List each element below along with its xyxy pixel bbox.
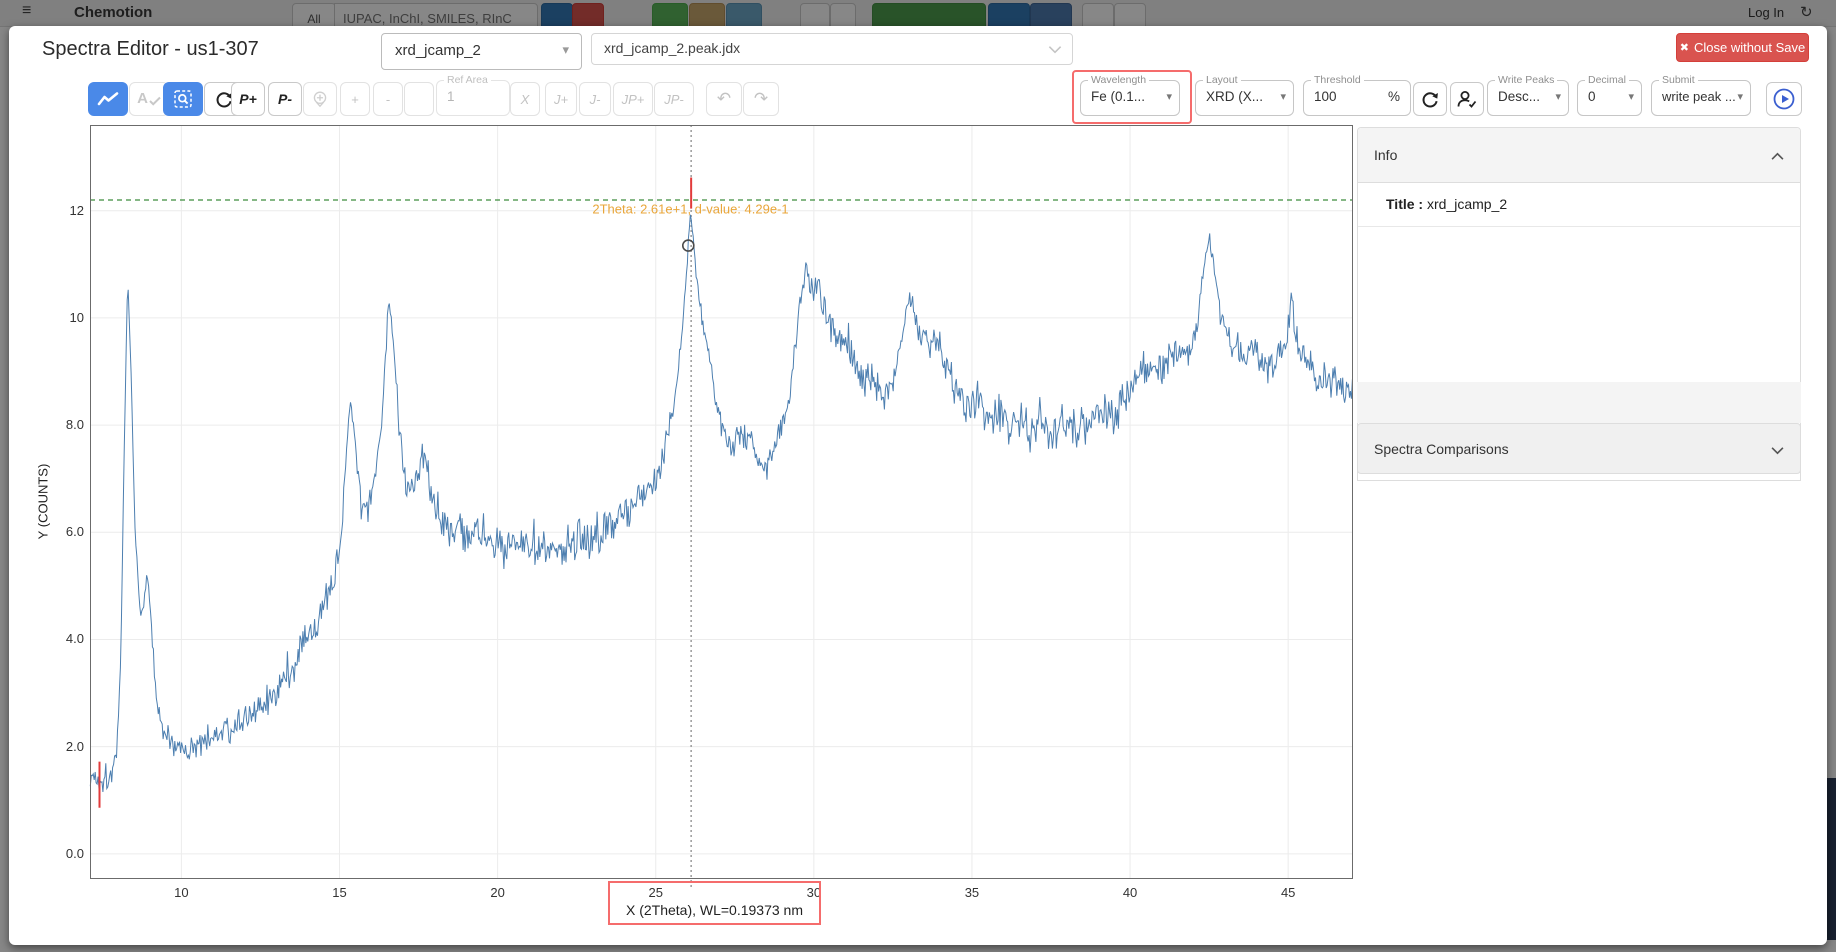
redo-icon: ↷ <box>754 89 768 109</box>
x-axis-title: X (2Theta), WL=0.19373 nm <box>610 902 819 918</box>
blank-button <box>404 82 434 116</box>
side-panel: Info Title : xrd_jcamp_2 Spectra Compari… <box>1357 125 1801 879</box>
submit-select[interactable]: Submit write peak ... ▾ <box>1651 80 1751 116</box>
set-reference-button <box>303 82 337 116</box>
x-tick-label: 40 <box>1113 885 1147 900</box>
y-tick-label: 8.0 <box>44 417 84 432</box>
jp-minus-button: JP- <box>654 82 694 116</box>
x-axis-highlight-box: X (2Theta), WL=0.19373 nm <box>608 881 821 925</box>
play-circle-icon <box>1772 87 1796 111</box>
peak-file-select[interactable]: xrd_jcamp_2.peak.jdx <box>591 33 1073 65</box>
x-tick-label: 10 <box>164 885 198 900</box>
clear-multiplicity-button: X <box>510 82 540 116</box>
a-check-icon: A <box>137 92 161 106</box>
ref-area-field: Ref Area 1 <box>436 80 510 116</box>
peak-remove-button[interactable]: P- <box>268 82 302 116</box>
y-tick-label: 6.0 <box>44 524 84 539</box>
multiplicity-plus-button: + <box>340 82 370 116</box>
x-tick-label: 35 <box>955 885 989 900</box>
spectrum-select[interactable]: xrd_jcamp_2 ▾ <box>381 33 582 70</box>
refresh-threshold-button[interactable] <box>1413 82 1447 116</box>
undo-button: ↶ <box>706 82 742 116</box>
spectra-comparisons-header[interactable]: Spectra Comparisons <box>1357 423 1801 474</box>
panel-spacer <box>1357 382 1801 423</box>
zoom-area-icon <box>173 89 193 109</box>
auto-assign-button[interactable] <box>1450 82 1484 116</box>
info-title-value: xrd_jcamp_2 <box>1427 196 1507 212</box>
refresh-icon <box>1420 89 1440 109</box>
chevron-down-icon: ▾ <box>1280 90 1286 103</box>
chevron-down-icon: ▾ <box>1166 90 1172 103</box>
info-title-label: Title : <box>1386 196 1423 212</box>
x-tick-label: 45 <box>1271 885 1305 900</box>
peak-add-button[interactable]: P+ <box>231 82 265 116</box>
redo-button: ↷ <box>743 82 779 116</box>
y-tick-label: 2.0 <box>44 739 84 754</box>
chevron-down-icon <box>1048 45 1062 54</box>
chevron-down-icon: ▾ <box>1555 90 1561 103</box>
close-without-save-button[interactable]: ✖ Close without Save <box>1676 33 1809 62</box>
jp-plus-button: JP+ <box>613 82 653 116</box>
info-title-row: Title : xrd_jcamp_2 <box>1358 183 1800 227</box>
j-plus-button: J+ <box>545 82 577 116</box>
y-tick-label: 4.0 <box>44 631 84 646</box>
decimal-select[interactable]: Decimal 0 ▾ <box>1577 80 1642 116</box>
write-peaks-select[interactable]: Write Peaks Desc... ▾ <box>1487 80 1569 116</box>
pin-target-icon <box>311 90 329 108</box>
layout-select[interactable]: Layout XRD (X... ▾ <box>1195 80 1294 116</box>
page-title: Spectra Editor - us1-307 <box>42 38 259 61</box>
chevron-down-icon: ▾ <box>1628 90 1634 103</box>
spectra-editor-modal: Spectra Editor - us1-307 xrd_jcamp_2 ▾ x… <box>9 26 1827 945</box>
j-minus-button: J- <box>579 82 611 116</box>
chevron-down-icon <box>1771 446 1784 455</box>
line-chart-icon <box>97 89 119 109</box>
person-check-icon <box>1456 89 1478 109</box>
svg-text:2Theta: 2.61e+1, d-value: 4.29: 2Theta: 2.61e+1, d-value: 4.29e-1 <box>592 201 788 216</box>
threshold-field[interactable]: Threshold 100 % <box>1303 80 1411 116</box>
spectrum-canvas[interactable]: 2Theta: 2.61e+1, d-value: 4.29e-1 <box>90 125 1353 879</box>
y-tick-label: 10 <box>44 310 84 325</box>
spectrum-plot[interactable]: 2Theta: 2.61e+1, d-value: 4.29e-1 Y (COU… <box>90 125 1353 879</box>
undo-icon: ↶ <box>717 89 731 109</box>
chevron-down-icon: ▾ <box>1737 90 1743 103</box>
chevron-up-icon <box>1771 152 1784 161</box>
info-panel-header[interactable]: Info <box>1358 128 1800 183</box>
y-tick-label: 0.0 <box>44 846 84 861</box>
zoom-select-button[interactable] <box>163 82 203 116</box>
x-tick-label: 20 <box>481 885 515 900</box>
x-tick-label: 15 <box>323 885 357 900</box>
line-mode-button[interactable] <box>88 82 128 116</box>
chevron-down-icon: ▾ <box>562 42 569 58</box>
multiplicity-minus-button: - <box>373 82 403 116</box>
submit-play-button[interactable] <box>1766 82 1802 116</box>
y-axis-title: Y (COUNTS) <box>36 447 51 557</box>
wavelength-select[interactable]: Wavelength Fe (0.1... ▾ <box>1080 80 1180 116</box>
y-tick-label: 12 <box>44 203 84 218</box>
close-icon: ✖ <box>1680 41 1689 54</box>
